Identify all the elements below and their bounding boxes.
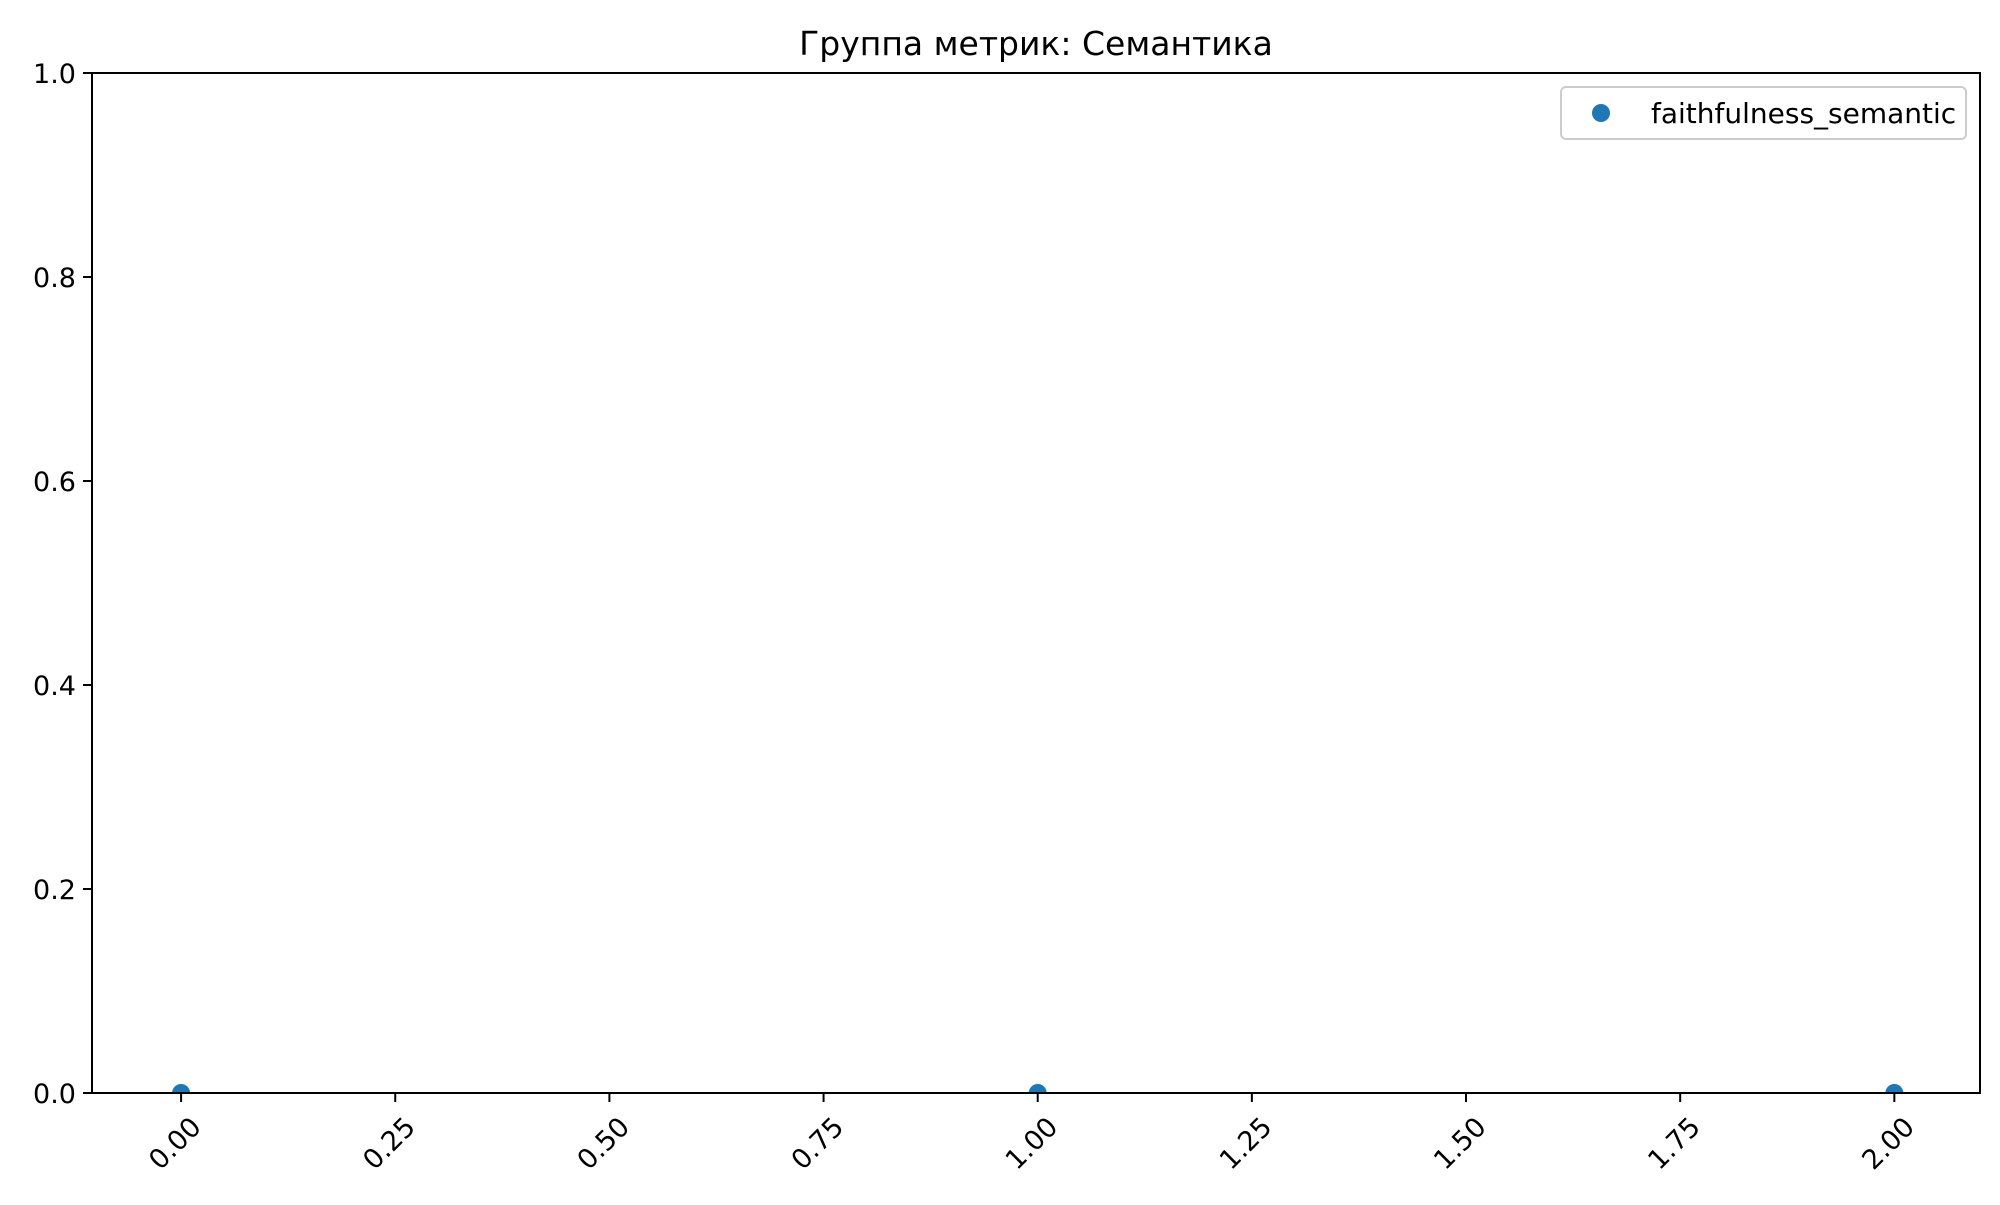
x-tick-label: 0.75: [786, 1112, 850, 1176]
y-tick-label: 1.0: [33, 59, 76, 90]
data-point: [1028, 1084, 1047, 1093]
legend-marker: [1592, 104, 1610, 122]
y-tick-label: 0.4: [33, 671, 76, 702]
x-tick-label: 0.50: [571, 1112, 635, 1176]
y-axis: 0.0 0.2 0.4 0.6 0.8 1.0: [33, 59, 92, 1110]
y-tick-label: 0.2: [33, 875, 76, 906]
x-tick-label: 0.00: [143, 1112, 207, 1176]
x-tick-label: 2.00: [1856, 1112, 1920, 1176]
y-tick-label: 0.6: [33, 467, 76, 498]
chart-title: Группа метрик: Семантика: [799, 24, 1273, 63]
x-tick-label: 1.00: [1000, 1112, 1064, 1176]
x-tick-label: 1.75: [1642, 1112, 1706, 1176]
y-tick-label: 0.0: [33, 1079, 76, 1110]
legend-box: [1560, 86, 1967, 140]
x-axis: 0.00 0.25 0.50 0.75 1.00 1.25 1.50 1.75 2.00: [143, 1093, 1921, 1176]
x-tick-label: 0.25: [357, 1112, 421, 1176]
plot-frame: [91, 72, 1981, 1094]
points-layer: [172, 1084, 1904, 1093]
data-point: [1885, 1084, 1904, 1093]
y-tick-label: 0.8: [33, 263, 76, 294]
x-tick-label: 1.25: [1214, 1112, 1278, 1176]
x-tick-label: 1.50: [1428, 1112, 1492, 1176]
data-point: [172, 1084, 191, 1093]
legend-label: faithfulness_semantic: [1651, 97, 1956, 130]
legend: faithfulness_semantic: [1560, 86, 1967, 140]
